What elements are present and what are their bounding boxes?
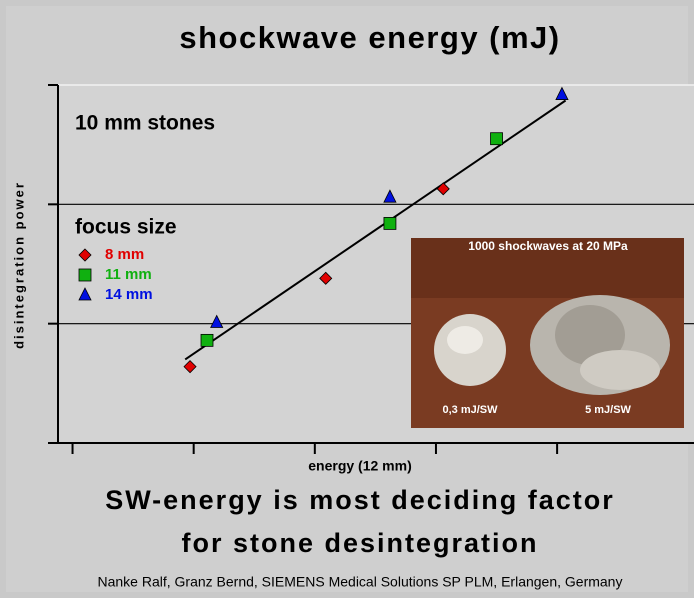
annotation: 10 mm stones <box>75 112 215 135</box>
annotation: focus size <box>75 216 177 239</box>
marker-square <box>384 217 396 229</box>
marker-square <box>79 269 91 281</box>
y-axis-label: disintegration power <box>11 181 26 349</box>
fragment-dust <box>580 350 660 390</box>
headline: SW-energy is most deciding factor <box>105 485 615 515</box>
legend-label: 14 mm <box>105 286 153 303</box>
inset-title: 1000 shockwaves at 20 MPa <box>468 239 628 253</box>
marker-square <box>491 133 503 145</box>
x-axis-label: energy (12 mm) <box>308 458 411 474</box>
inset-left-label: 0,3 mJ/SW <box>442 404 498 416</box>
slide: shockwave energy (mJ) 1000 shockwaves at… <box>0 0 694 598</box>
inset-photo: 1000 shockwaves at 20 MPa 0,3 mJ/SW 5 mJ… <box>411 238 684 428</box>
chart-title: shockwave energy (mJ) <box>179 20 560 55</box>
footer: Nanke Ralf, Granz Bernd, SIEMENS Medical… <box>98 574 623 590</box>
marker-square <box>201 334 213 346</box>
stone-highlight <box>447 326 483 354</box>
inset-right-label: 5 mJ/SW <box>585 404 631 416</box>
legend-label: 11 mm <box>105 266 152 283</box>
headline: for stone desintegration <box>181 528 538 558</box>
legend-label: 8 mm <box>105 246 144 263</box>
